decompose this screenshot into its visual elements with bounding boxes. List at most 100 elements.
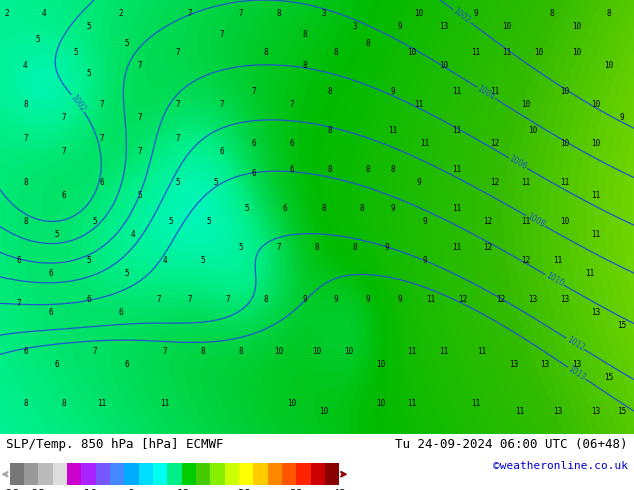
FancyBboxPatch shape [38, 463, 53, 486]
Text: 7: 7 [162, 347, 167, 356]
Text: 6: 6 [289, 139, 294, 147]
Text: 12: 12 [522, 256, 531, 265]
Text: 11: 11 [420, 139, 429, 147]
Text: 5: 5 [86, 22, 91, 30]
Text: ©weatheronline.co.uk: ©weatheronline.co.uk [493, 461, 628, 471]
Text: 26: 26 [237, 489, 250, 490]
Text: 10: 10 [439, 61, 448, 70]
Text: 7: 7 [175, 99, 180, 109]
Text: 6: 6 [16, 256, 22, 265]
Text: 9: 9 [397, 22, 402, 30]
Text: 3: 3 [353, 22, 358, 30]
Text: 12: 12 [490, 139, 499, 147]
Text: 6: 6 [118, 308, 123, 317]
Text: SLP/Temp. 850 hPa [hPa] ECMWF: SLP/Temp. 850 hPa [hPa] ECMWF [6, 438, 224, 451]
Text: 13: 13 [553, 408, 562, 416]
Text: 11: 11 [97, 399, 106, 408]
Text: 4: 4 [162, 256, 167, 265]
Text: 13: 13 [592, 308, 600, 317]
Text: 7: 7 [251, 87, 256, 96]
Text: 7: 7 [226, 294, 231, 304]
FancyBboxPatch shape [224, 463, 239, 486]
Text: 4: 4 [131, 230, 136, 239]
Text: 11: 11 [452, 125, 461, 135]
Text: 5: 5 [55, 230, 60, 239]
Text: 15: 15 [617, 321, 626, 330]
Text: 1012: 1012 [565, 335, 586, 353]
Text: 1008: 1008 [525, 212, 546, 229]
FancyBboxPatch shape [110, 463, 124, 486]
Text: 12: 12 [490, 178, 499, 187]
Text: 8: 8 [302, 61, 307, 70]
Text: 7: 7 [23, 134, 28, 143]
Text: 8: 8 [302, 30, 307, 39]
Text: 8: 8 [23, 99, 28, 109]
Text: 7: 7 [188, 294, 193, 304]
Text: 13: 13 [528, 294, 537, 304]
Text: 4: 4 [42, 8, 47, 18]
Text: 8: 8 [391, 165, 396, 173]
FancyBboxPatch shape [268, 463, 282, 486]
FancyBboxPatch shape [10, 463, 24, 486]
Text: 11: 11 [452, 87, 461, 96]
FancyBboxPatch shape [124, 463, 138, 486]
Text: 5: 5 [175, 178, 180, 187]
Text: 11: 11 [452, 165, 461, 173]
Text: 7: 7 [276, 243, 281, 252]
Text: 7: 7 [156, 294, 161, 304]
Text: 6: 6 [61, 191, 66, 199]
Text: 5: 5 [36, 34, 41, 44]
Text: 7: 7 [99, 134, 104, 143]
Text: 10: 10 [376, 399, 385, 408]
Text: 8: 8 [365, 39, 370, 48]
Text: Tu 24-09-2024 06:00 UTC (06+48): Tu 24-09-2024 06:00 UTC (06+48) [395, 438, 628, 451]
Text: 5: 5 [207, 217, 212, 226]
Text: 10: 10 [528, 125, 537, 135]
Text: 11: 11 [160, 399, 169, 408]
Text: 11: 11 [560, 178, 569, 187]
Text: 11: 11 [439, 347, 448, 356]
Text: 8: 8 [321, 204, 326, 213]
Text: 6: 6 [55, 360, 60, 369]
FancyBboxPatch shape [81, 463, 96, 486]
FancyBboxPatch shape [167, 463, 181, 486]
FancyBboxPatch shape [24, 463, 38, 486]
FancyBboxPatch shape [53, 463, 67, 486]
Text: 8: 8 [23, 217, 28, 226]
Text: 13: 13 [592, 408, 600, 416]
Text: 8: 8 [327, 125, 332, 135]
Text: 4: 4 [23, 61, 28, 70]
Text: 10: 10 [376, 360, 385, 369]
Text: 8: 8 [200, 347, 205, 356]
Text: 9: 9 [391, 204, 396, 213]
Text: 1006: 1006 [507, 154, 529, 172]
Text: 5: 5 [137, 191, 142, 199]
FancyBboxPatch shape [96, 463, 110, 486]
Text: 15: 15 [617, 408, 626, 416]
Text: 6: 6 [124, 360, 129, 369]
Text: 10: 10 [592, 139, 600, 147]
Text: 2: 2 [118, 8, 123, 18]
Text: 13: 13 [439, 22, 448, 30]
Text: 11: 11 [515, 408, 524, 416]
Text: 10: 10 [503, 22, 512, 30]
Text: 12: 12 [484, 217, 493, 226]
Text: 5: 5 [86, 256, 91, 265]
Text: 11: 11 [503, 48, 512, 56]
Text: 5: 5 [124, 39, 129, 48]
Text: 8: 8 [333, 48, 339, 56]
FancyBboxPatch shape [253, 463, 268, 486]
Text: 6: 6 [289, 165, 294, 173]
Text: 10: 10 [534, 48, 543, 56]
Text: 5: 5 [200, 256, 205, 265]
Text: 10: 10 [604, 61, 613, 70]
Text: 13: 13 [560, 294, 569, 304]
Text: -22: -22 [25, 489, 46, 490]
Text: 1013: 1013 [566, 364, 587, 382]
Text: 7: 7 [99, 99, 104, 109]
Text: 5: 5 [86, 69, 91, 78]
Text: 15: 15 [604, 373, 613, 382]
Text: 9: 9 [391, 87, 396, 96]
Text: 5: 5 [124, 269, 129, 278]
FancyBboxPatch shape [282, 463, 296, 486]
